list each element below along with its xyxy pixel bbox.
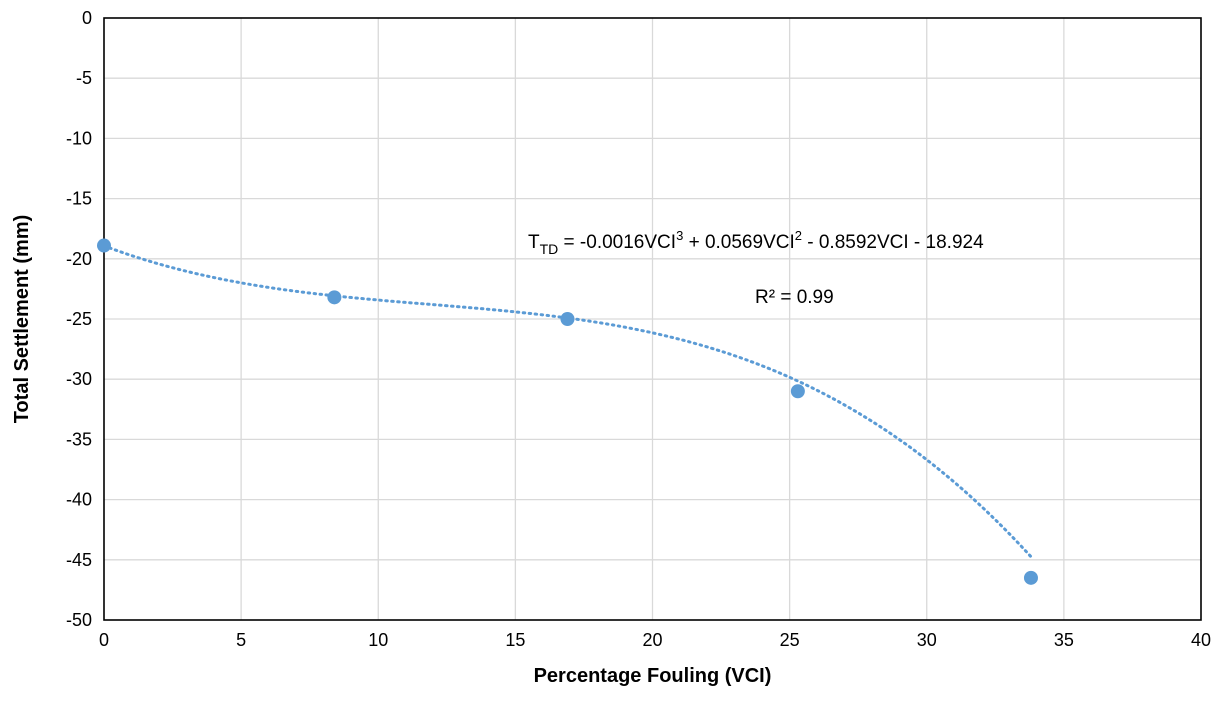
plot-area-border	[103, 17, 1202, 621]
y-tick-label: -15	[66, 189, 92, 209]
x-tick-label: 5	[236, 630, 246, 650]
x-tick-label: 10	[368, 630, 388, 650]
trendline-equation: TTD = -0.0016VCI3 + 0.0569VCI2 - 0.8592V…	[528, 228, 984, 257]
y-tick-label: -20	[66, 249, 92, 269]
x-tick-label: 0	[99, 630, 109, 650]
data-point	[97, 238, 111, 253]
eq-part1: = -0.0016VCI	[558, 232, 676, 253]
y-tick-label: 0	[82, 8, 92, 28]
y-tick-label: -5	[76, 68, 92, 88]
y-tick-label: -35	[66, 429, 92, 449]
r-squared-label: R² = 0.99	[755, 287, 834, 308]
y-tick-label: -45	[66, 550, 92, 570]
eq-square-exponent: 2	[795, 228, 802, 243]
x-tick-label: 15	[505, 630, 525, 650]
y-tick-label: -50	[66, 610, 92, 630]
eq-lhs-subscript: TD	[540, 241, 559, 257]
x-axis-ticks: 0 5 10 15 20 25 30 35 40	[99, 630, 1211, 650]
data-point	[1023, 570, 1038, 585]
y-tick-label: -10	[66, 128, 92, 148]
data-point	[560, 312, 575, 326]
x-tick-label: 35	[1054, 630, 1074, 650]
data-point	[790, 384, 805, 399]
eq-cube-exponent: 3	[676, 228, 683, 243]
eq-part3: - 0.8592VCI - 18.924	[802, 232, 984, 253]
x-tick-label: 25	[780, 630, 800, 650]
y-tick-label: -40	[66, 490, 92, 510]
x-tick-label: 40	[1191, 630, 1211, 650]
grid	[104, 18, 1201, 620]
eq-lhs: T	[528, 232, 540, 253]
data-points	[97, 238, 1038, 585]
x-tick-label: 20	[642, 630, 662, 650]
x-tick-label: 30	[917, 630, 937, 650]
eq-part2: + 0.0569VCI	[683, 232, 794, 253]
data-point	[327, 290, 342, 305]
y-tick-label: -25	[66, 309, 92, 329]
y-axis-ticks: 0 -5 -10 -15 -20 -25 -30 -35 -40 -45 -50	[66, 8, 92, 630]
y-tick-label: -30	[66, 369, 92, 389]
x-axis-title: Percentage Fouling (VCI)	[534, 665, 772, 687]
y-axis-title: Total Settlement (mm)	[11, 215, 33, 424]
